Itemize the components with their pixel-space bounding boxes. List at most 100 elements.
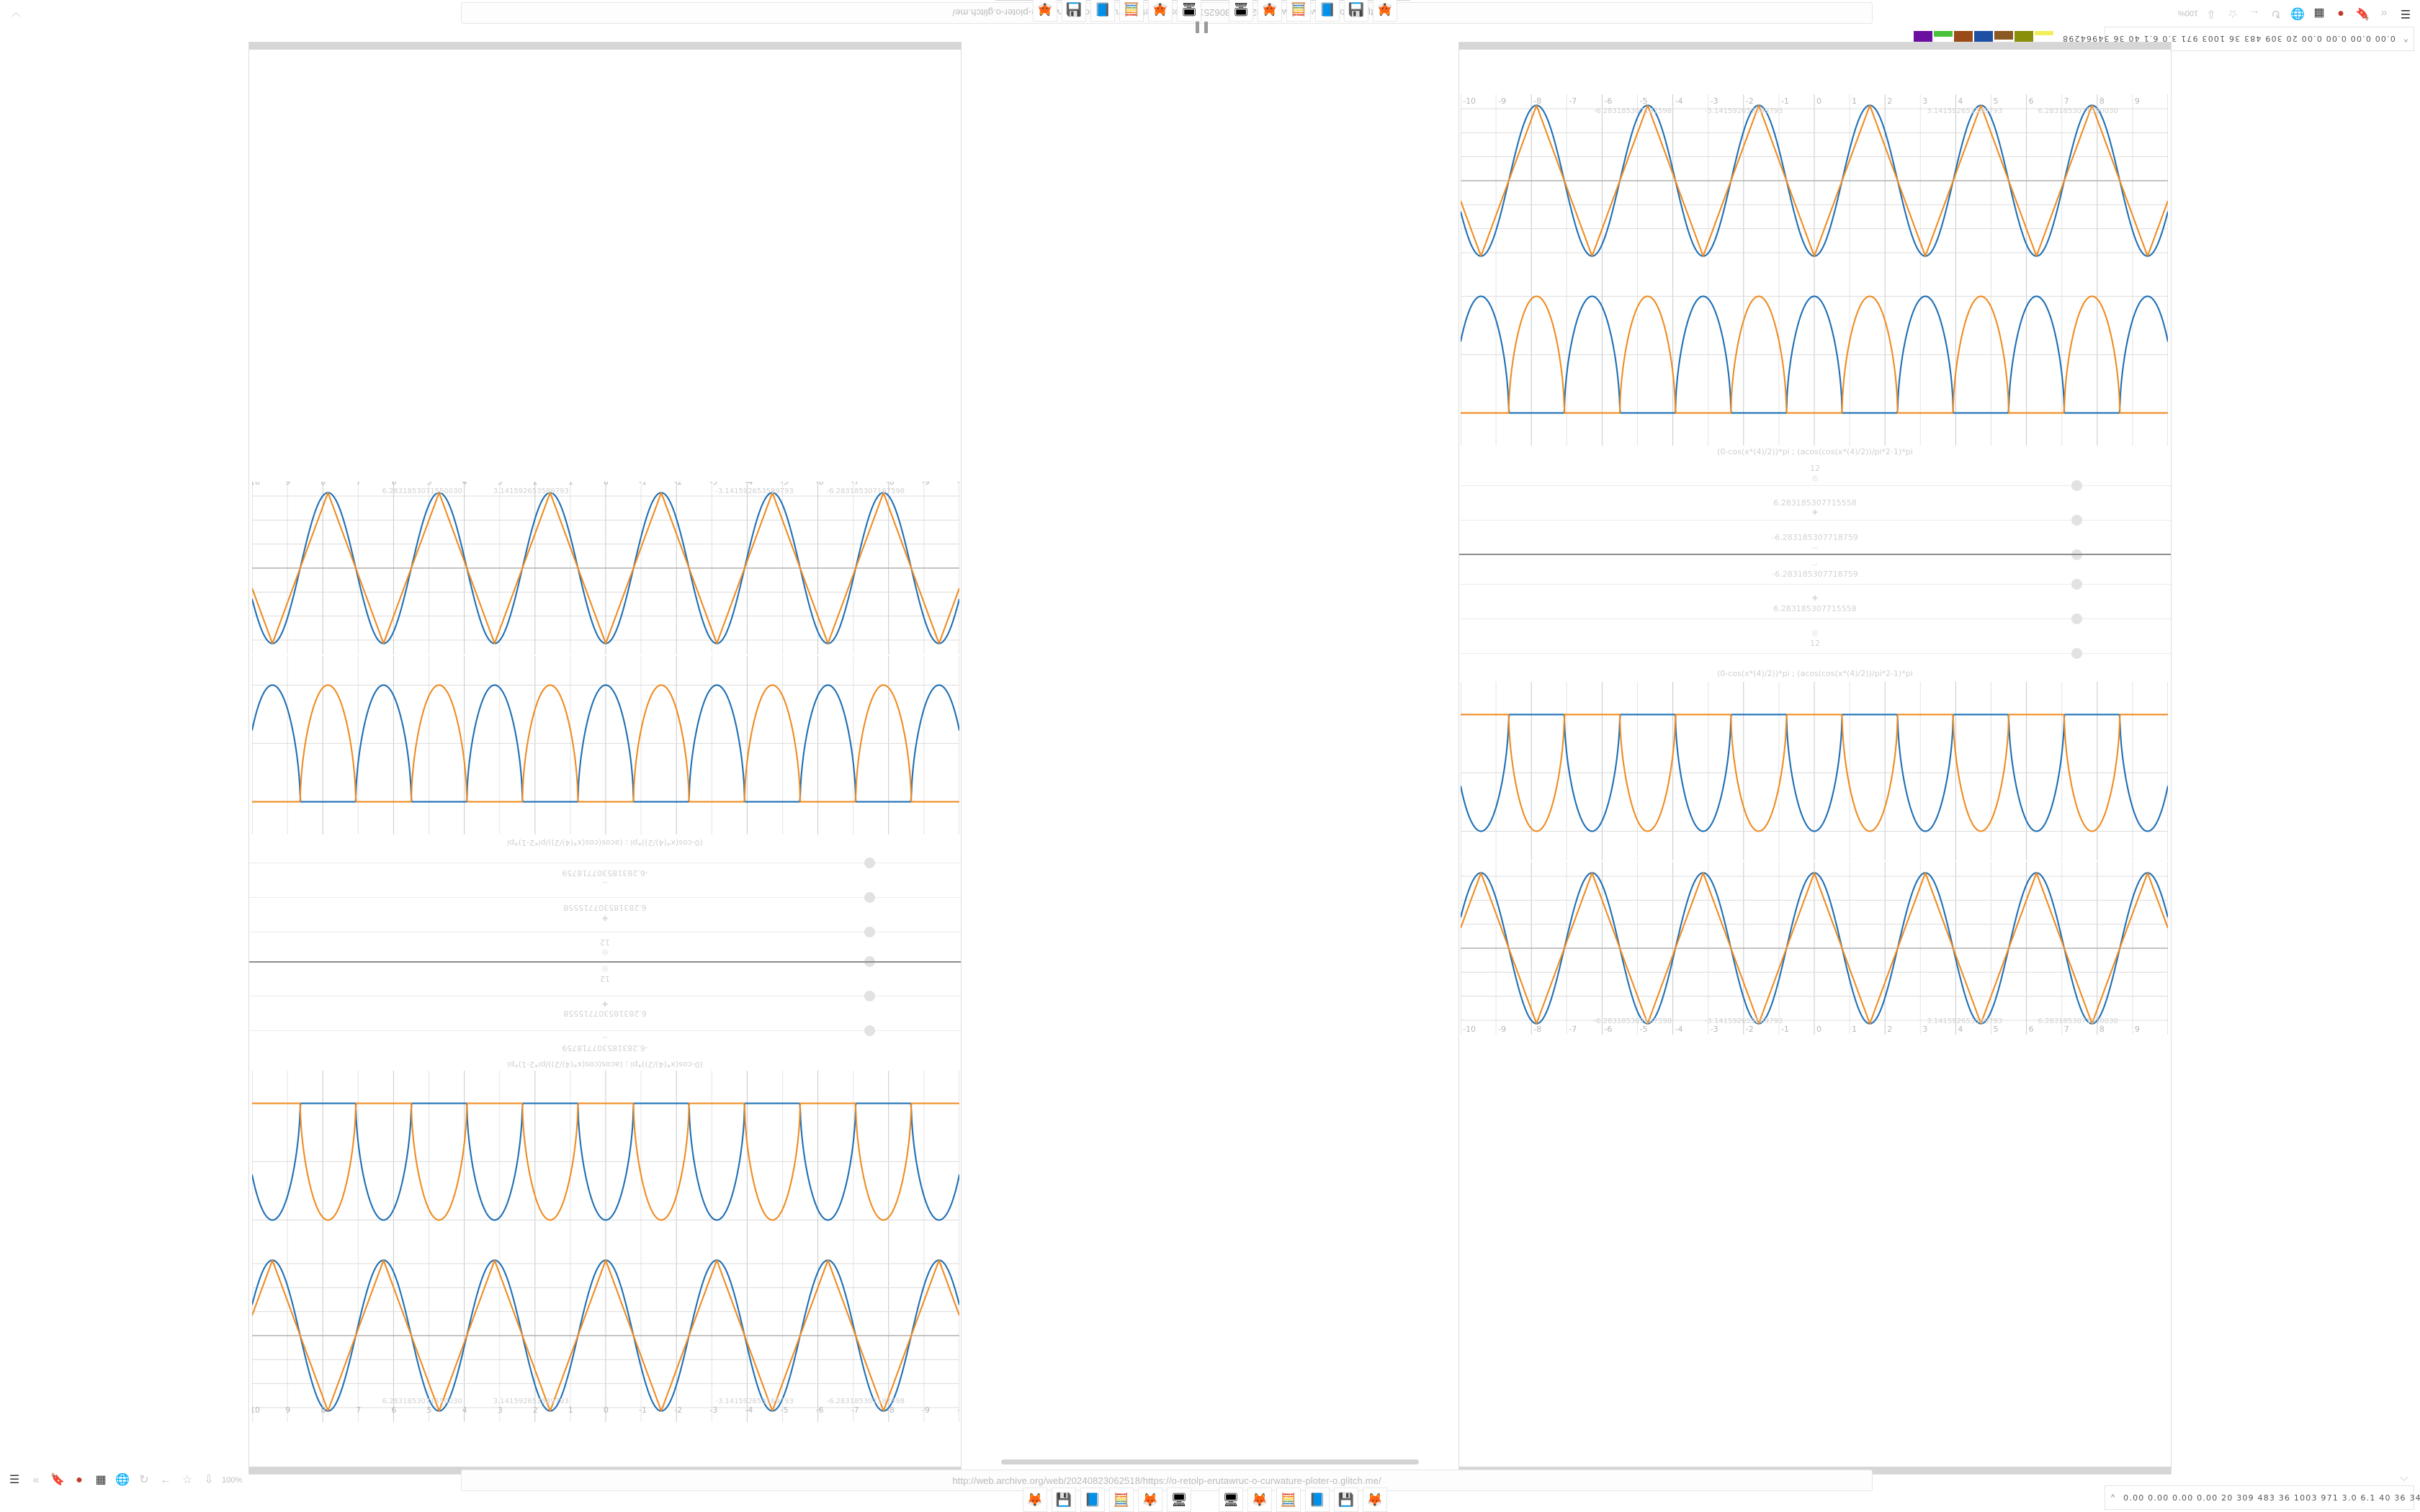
app-window-left[interactable]: -10-9-8-7-6-5-4-3-2-1012345678910-6.2831… <box>248 42 962 1475</box>
svg-text:-8: -8 <box>1533 1025 1541 1034</box>
slider-track-upper-bound-mirror[interactable] <box>249 897 961 898</box>
taskbar-top-rotated[interactable]: 🦊 💾 📘 🧮 🦊 🖥 🖥 🦊 🧮 📘 💾 🦊 <box>1023 0 1397 22</box>
chevron-down-icon[interactable]: ⌵ <box>11 9 21 22</box>
overflow-chevrons-icon[interactable]: « <box>2380 7 2388 19</box>
window-titlebar[interactable] <box>1459 42 2171 50</box>
slider-knob-samples[interactable] <box>2071 480 2082 491</box>
taskbar-item-calculator[interactable]: 🧮 <box>1109 1488 1134 1512</box>
shield-icon[interactable]: ● <box>76 1474 83 1486</box>
svg-text:7: 7 <box>2064 1025 2069 1034</box>
slider-knob-samples-mirror[interactable] <box>2071 648 2082 659</box>
taskbar-item-firefox[interactable]: 🦊 <box>1258 0 1282 22</box>
plot-top[interactable]: -10-9-8-7-6-5-4-3-2-1012345678910-6.2831… <box>252 1249 959 1422</box>
browser-nav-row[interactable]: ☰ « 🔖 ● ▦ 🌐 ↻ ← ☆ ⇩ 100% <box>2178 1 2414 25</box>
downloads-icon[interactable]: ⇩ <box>204 1474 214 1486</box>
slider-knob-upper-bound[interactable] <box>2071 515 2082 526</box>
taskbar-item-save-floppy[interactable]: 💾 <box>1062 0 1086 22</box>
taskbar-group-b[interactable]: 🖥 🦊 🧮 📘 💾 🦊 <box>1219 1488 1387 1512</box>
plot-bottom[interactable]: -10-9-8-7-6-5-4-3-2-1012345678910-6.2831… <box>1461 862 2168 1035</box>
slider-knob-upper-bound-mirror[interactable] <box>864 892 876 903</box>
app-window-right[interactable]: -10-9-8-7-6-5-4-3-2-1012345678910-6.2831… <box>1458 42 2172 1475</box>
taskbar-item-terminal[interactable]: 🖥 <box>1229 0 1253 22</box>
slider-track-upper-bound-mirror[interactable] <box>1459 618 2171 619</box>
slider-knob-lower-bound-mirror[interactable] <box>2071 579 2082 590</box>
plot-third[interactable] <box>1461 682 2168 860</box>
slider-value-samples-mirror: 12 <box>1810 639 1820 648</box>
slider-track-lower-bound[interactable] <box>249 1030 961 1031</box>
slider-knob-upper-bound-mirror[interactable] <box>2071 613 2082 624</box>
slider-track-upper-bound[interactable] <box>1459 520 2171 521</box>
slider-handle-icon-lower-bound-mirror[interactable]: ↔ <box>601 879 609 887</box>
slider-handle-icon-samples-mirror[interactable]: ◎ <box>1811 629 1819 637</box>
taskbar-bottom[interactable]: 🦊 💾 📘 🧮 🦊 🖥 🖥 🦊 🧮 📘 💾 🦊 <box>1023 1488 1397 1512</box>
bookmark-star-icon[interactable]: ☆ <box>182 1474 193 1486</box>
taskbar-group-a[interactable]: 🦊 💾 📘 🧮 🦊 🖥 <box>1023 1488 1191 1512</box>
slider-track-lower-bound-mirror[interactable] <box>1459 584 2171 585</box>
slider-handle-icon-samples[interactable]: ◎ <box>601 965 609 973</box>
svg-text:6.2831853071550030: 6.2831853071550030 <box>2038 107 2118 115</box>
svg-text:-7: -7 <box>851 482 859 487</box>
slider-handle-icon-lower-bound[interactable]: ↔ <box>1811 544 1819 552</box>
taskbar-item-firefox[interactable]: 🦊 <box>1247 1488 1272 1512</box>
taskbar-item-notepad[interactable]: 📘 <box>1315 0 1340 22</box>
taskbar-group-a[interactable]: 🦊 💾 📘 🧮 🦊 🖥 <box>1229 0 1397 22</box>
reload-icon[interactable]: ↻ <box>139 1474 149 1486</box>
globe-icon[interactable]: 🌐 <box>115 1474 130 1486</box>
slider-knob-lower-bound-mirror[interactable] <box>864 858 876 868</box>
slider-handle-icon-upper-bound[interactable]: ✚ <box>1811 509 1819 517</box>
slider-handle-icon-upper-bound-mirror[interactable]: ✚ <box>1811 595 1819 603</box>
back-arrow-icon[interactable]: ← <box>2249 7 2260 19</box>
slider-handle-icon-upper-bound-mirror[interactable]: ✚ <box>601 914 609 922</box>
slider-track-samples[interactable] <box>1459 485 2171 486</box>
reload-icon[interactable]: ↻ <box>2271 7 2281 19</box>
back-arrow-icon[interactable]: ← <box>160 1474 171 1486</box>
menu-icon[interactable]: ☰ <box>9 1474 20 1486</box>
reader-icon[interactable]: ▦ <box>95 1474 107 1486</box>
plot-third[interactable] <box>252 656 959 834</box>
svg-text:-6.283185307187598: -6.283185307187598 <box>827 1398 905 1405</box>
menu-icon[interactable]: ☰ <box>2400 7 2411 19</box>
shield-icon[interactable]: ● <box>2337 7 2344 19</box>
plot-second[interactable] <box>252 1071 959 1249</box>
taskbar-item-terminal[interactable]: 🖥 <box>1177 0 1201 22</box>
taskbar-item-terminal[interactable]: 🖥 <box>1219 1488 1243 1512</box>
slider-handle-icon-samples[interactable]: ◎ <box>1811 474 1819 482</box>
section-divider <box>1459 554 2171 555</box>
taskbar-item-notepad[interactable]: 📘 <box>1090 0 1115 22</box>
taskbar-item-save-floppy[interactable]: 💾 <box>1052 1488 1076 1512</box>
taskbar-group-b[interactable]: 🖥 🦊 🧮 📘 💾 🦊 <box>1033 0 1201 22</box>
globe-icon[interactable]: 🌐 <box>2290 7 2305 19</box>
slider-track-samples-mirror[interactable] <box>1459 653 2171 654</box>
bookmark-star-icon[interactable]: ☆ <box>2227 7 2238 19</box>
reader-icon[interactable]: ▦ <box>2313 7 2325 19</box>
taskbar-item-firefox[interactable]: 🦊 <box>1148 0 1173 22</box>
browser-nav-row-bottom[interactable]: ☰ « 🔖 ● ▦ 🌐 ↻ ← ☆ ⇩ 100% <box>6 1468 242 1493</box>
taskbar-item-save-floppy[interactable]: 💾 <box>1334 1488 1358 1512</box>
taskbar-item-terminal[interactable]: 🖥 <box>1167 1488 1191 1512</box>
plot-second[interactable] <box>1461 267 2168 446</box>
taskbar-item-save-floppy[interactable]: 💾 <box>1344 0 1368 22</box>
pocket-icon[interactable]: 🔖 <box>50 1474 65 1486</box>
taskbar-item-notepad[interactable]: 📘 <box>1080 1488 1105 1512</box>
plot-top[interactable]: -10-9-8-7-6-5-4-3-2-1012345678910-6.2831… <box>1461 94 2168 267</box>
chevron-down-icon[interactable]: ⌵ <box>2399 1472 2409 1484</box>
taskbar-item-firefox[interactable]: 🦊 <box>1033 0 1057 22</box>
taskbar-item-calculator[interactable]: 🧮 <box>1119 0 1144 22</box>
taskbar-item-firefox[interactable]: 🦊 <box>1373 0 1397 22</box>
pocket-icon[interactable]: 🔖 <box>2355 7 2370 19</box>
taskbar-item-firefox[interactable]: 🦊 <box>1363 1488 1387 1512</box>
slider-handle-icon-lower-bound[interactable]: ↔ <box>601 1034 609 1042</box>
slider-handle-icon-lower-bound-mirror[interactable]: ↔ <box>1811 560 1819 568</box>
taskbar-item-firefox[interactable]: 🦊 <box>1138 1488 1162 1512</box>
slider-knob-samples-mirror[interactable] <box>864 927 876 937</box>
slider-handle-icon-samples-mirror[interactable]: ◎ <box>601 948 609 956</box>
overflow-chevrons-icon[interactable]: « <box>32 1474 40 1486</box>
taskbar-item-notepad[interactable]: 📘 <box>1305 1488 1330 1512</box>
taskbar-item-firefox[interactable]: 🦊 <box>1023 1488 1047 1512</box>
taskbar-item-calculator[interactable]: 🧮 <box>1276 1488 1301 1512</box>
taskbar-item-calculator[interactable]: 🧮 <box>1286 0 1311 22</box>
downloads-icon[interactable]: ⇩ <box>2206 7 2216 19</box>
slider-handle-icon-upper-bound[interactable]: ✚ <box>601 999 609 1007</box>
scrollbar-horizontal-bottom[interactable] <box>1001 1459 1419 1464</box>
plot-bottom[interactable]: -10-9-8-7-6-5-4-3-2-1012345678910-6.2831… <box>252 482 959 654</box>
